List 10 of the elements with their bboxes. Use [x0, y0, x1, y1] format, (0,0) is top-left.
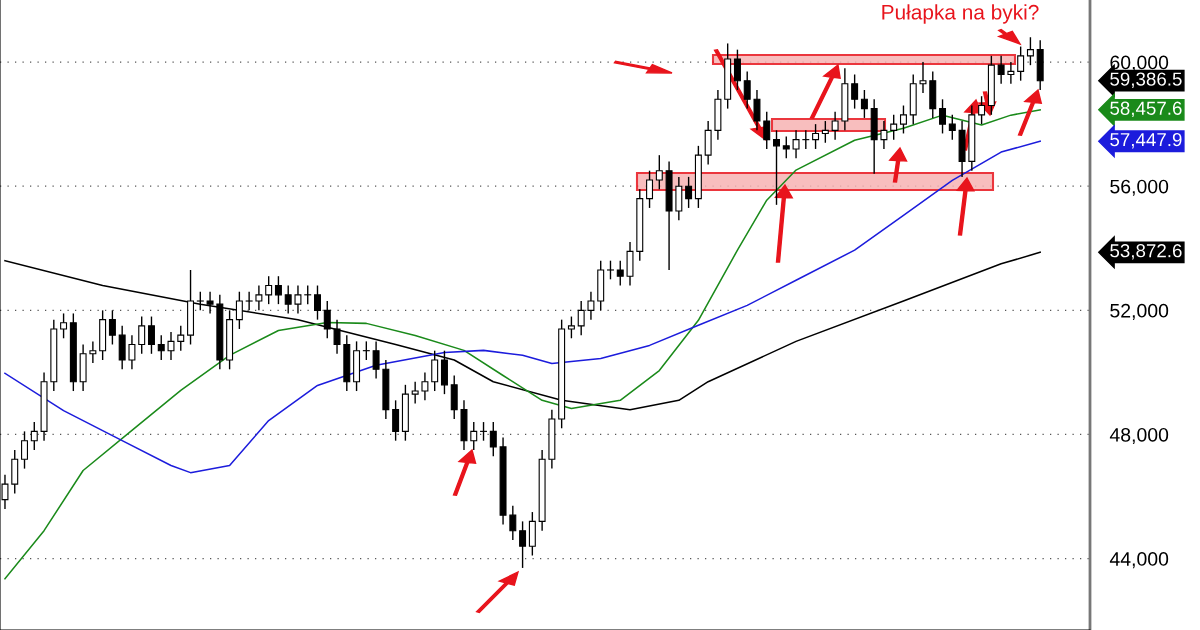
y-tick-label: 44,000 — [1109, 552, 1169, 569]
y-tick-label: 48,000 — [1109, 427, 1169, 445]
text: 53,872.6 — [1110, 244, 1182, 260]
text: 58,457.6 — [1110, 101, 1182, 118]
annotation: Pułapka na byki? — [882, 4, 1039, 24]
text: 59,386.5 — [1110, 72, 1182, 88]
y-tick-label: 56,000 — [1110, 179, 1169, 196]
text: 57,447.9 — [1110, 132, 1182, 149]
y-tick-label: 52,000 — [1110, 303, 1169, 320]
y-tick-label: 60,000 — [1110, 55, 1169, 72]
